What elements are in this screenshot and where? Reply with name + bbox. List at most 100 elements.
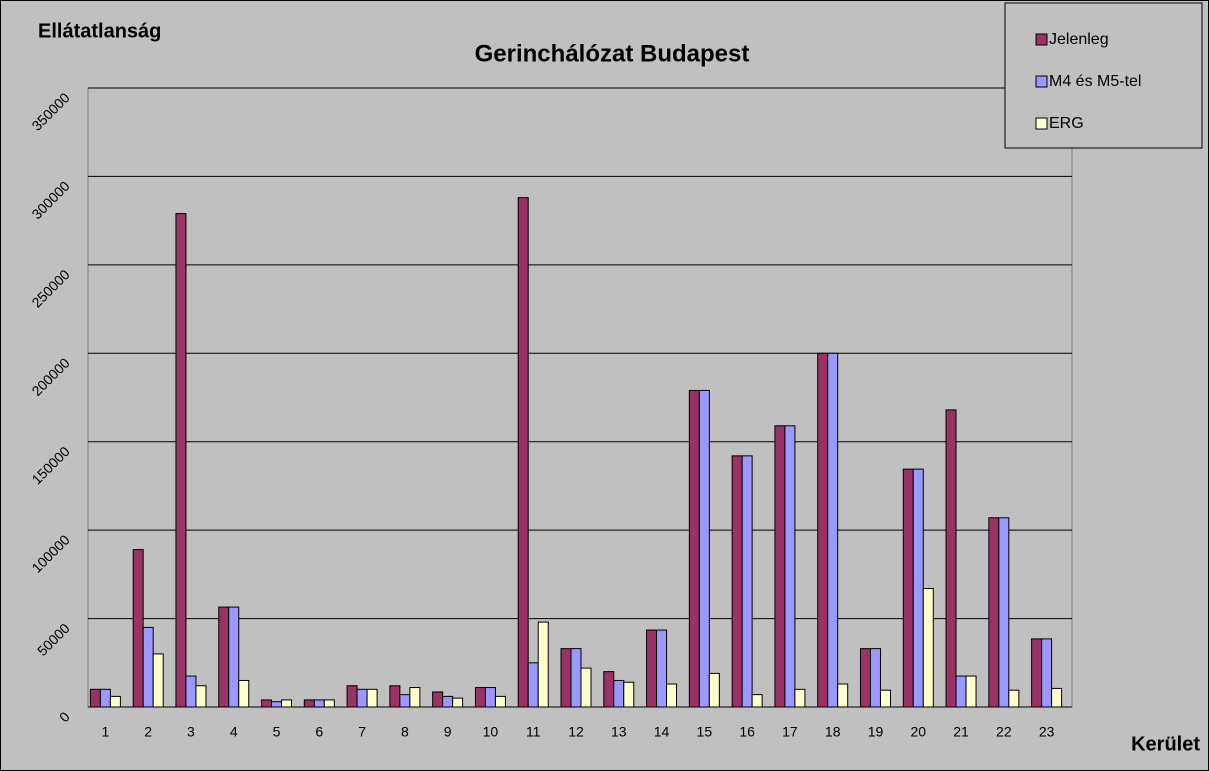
bar (656, 629, 668, 708)
bar (603, 671, 615, 708)
bar (175, 213, 187, 708)
bar (281, 699, 293, 708)
bar (356, 688, 368, 708)
bar (922, 588, 934, 708)
bar (185, 675, 197, 708)
bar (580, 667, 592, 708)
legend-swatch (1035, 117, 1048, 130)
bar (945, 409, 957, 708)
bar (784, 425, 796, 708)
legend-label: M4 és M5-tel (1049, 73, 1141, 90)
x-tick-label: 10 (483, 724, 499, 740)
x-tick-label: 3 (187, 724, 195, 740)
bar (142, 626, 154, 708)
bar (646, 629, 658, 708)
bar (731, 455, 743, 708)
x-tick-label: 7 (358, 724, 366, 740)
bar (442, 695, 454, 708)
x-tick-label: 13 (611, 724, 627, 740)
bar (537, 621, 549, 708)
bar (688, 389, 700, 708)
bar (1051, 687, 1063, 708)
bar (741, 455, 753, 708)
bar (484, 687, 496, 708)
bar (666, 683, 678, 708)
bar (560, 648, 572, 708)
bar (817, 352, 829, 708)
bar (1041, 638, 1053, 708)
bar (109, 695, 121, 708)
bar (613, 679, 625, 708)
bar (988, 517, 1000, 708)
x-tick-label: 8 (401, 724, 409, 740)
bar (452, 697, 464, 708)
legend-swatch (1035, 75, 1048, 88)
bar (623, 681, 635, 708)
bar (494, 695, 506, 708)
x-tick-label: 5 (273, 724, 281, 740)
bar (1008, 689, 1020, 708)
x-tick-label: 9 (444, 724, 452, 740)
x-tick-label: 23 (1039, 724, 1055, 740)
x-axis-title: Kerület (1131, 733, 1200, 755)
bar (432, 691, 444, 708)
x-tick-label: 2 (144, 724, 152, 740)
bar (366, 688, 378, 708)
bar (313, 699, 325, 708)
bar (794, 688, 806, 708)
x-tick-label: 6 (315, 724, 323, 740)
bar (965, 675, 977, 708)
bar (998, 517, 1010, 708)
bar (698, 389, 710, 708)
y-axis-title: Ellátatlanság (38, 20, 161, 42)
x-tick-label: 19 (868, 724, 884, 740)
x-tick-label: 15 (697, 724, 713, 740)
bar (955, 675, 967, 708)
bar (271, 701, 283, 708)
x-tick-label: 4 (230, 724, 238, 740)
x-tick-label: 21 (953, 724, 969, 740)
bar (228, 606, 240, 708)
bar (218, 606, 230, 708)
bar (238, 679, 250, 708)
x-tick-label: 16 (739, 724, 755, 740)
bar (99, 688, 111, 708)
bar (837, 683, 849, 708)
x-tick-label: 17 (782, 724, 798, 740)
x-tick-label: 12 (568, 724, 584, 740)
legend-label: Jelenleg (1049, 31, 1109, 48)
bar (1031, 638, 1043, 708)
bar (827, 352, 839, 708)
x-tick-label: 20 (910, 724, 926, 740)
bar (346, 685, 358, 708)
legend-label: ERG (1049, 115, 1084, 132)
x-tick-label: 22 (996, 724, 1012, 740)
bar (152, 653, 164, 708)
bar (912, 468, 924, 708)
bar (869, 648, 881, 708)
bar (132, 549, 144, 708)
bar (751, 694, 763, 708)
bar (517, 197, 529, 708)
bar (774, 425, 786, 708)
bar (409, 687, 421, 708)
bar (261, 699, 273, 708)
bar (902, 468, 914, 708)
bar (527, 662, 539, 708)
bar (89, 688, 101, 708)
bar (303, 699, 315, 708)
bar (389, 685, 401, 708)
x-tick-label: 1 (101, 724, 109, 740)
x-tick-label: 18 (825, 724, 841, 740)
bar (859, 648, 871, 708)
bar (323, 699, 335, 708)
x-tick-label: 11 (526, 724, 541, 740)
bar (570, 648, 582, 708)
x-tick-label: 14 (654, 724, 670, 740)
bar (879, 689, 891, 708)
chart-title: Gerinchálózat Budapest (475, 40, 750, 67)
bar (474, 687, 486, 708)
bar (399, 694, 411, 708)
legend-swatch (1035, 33, 1048, 46)
